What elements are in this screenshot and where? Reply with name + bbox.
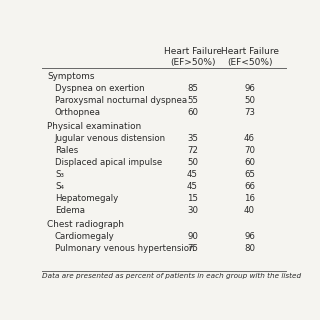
Text: 96: 96: [244, 232, 255, 241]
Text: 90: 90: [187, 232, 198, 241]
Text: S₃: S₃: [55, 170, 64, 179]
Text: 65: 65: [244, 170, 255, 179]
Text: 73: 73: [244, 108, 255, 117]
Text: Pulmonary venous hypertension: Pulmonary venous hypertension: [55, 244, 194, 253]
Text: 60: 60: [244, 158, 255, 167]
Text: 50: 50: [244, 96, 255, 105]
Text: 96: 96: [244, 84, 255, 93]
Text: 15: 15: [187, 194, 198, 203]
Text: Data are presented as percent of patients in each group with the listed: Data are presented as percent of patient…: [43, 273, 302, 279]
Text: Rales: Rales: [55, 146, 78, 155]
Text: 66: 66: [244, 182, 255, 191]
Text: 30: 30: [187, 206, 198, 215]
Text: Edema: Edema: [55, 206, 85, 215]
Text: 45: 45: [187, 170, 198, 179]
Text: 70: 70: [244, 146, 255, 155]
Text: 80: 80: [244, 244, 255, 253]
Text: Symptoms: Symptoms: [47, 72, 95, 81]
Text: Hepatomegaly: Hepatomegaly: [55, 194, 118, 203]
Text: 85: 85: [187, 84, 198, 93]
Text: Physical examination: Physical examination: [47, 122, 142, 131]
Text: 72: 72: [187, 146, 198, 155]
Text: Dyspnea on exertion: Dyspnea on exertion: [55, 84, 145, 93]
Text: 46: 46: [244, 134, 255, 143]
Text: 35: 35: [187, 134, 198, 143]
Text: 55: 55: [187, 96, 198, 105]
Text: 75: 75: [187, 244, 198, 253]
Text: 45: 45: [187, 182, 198, 191]
Text: Heart Failure
(EF>50%): Heart Failure (EF>50%): [164, 47, 221, 67]
Text: 16: 16: [244, 194, 255, 203]
Text: S₄: S₄: [55, 182, 64, 191]
Text: 50: 50: [187, 158, 198, 167]
Text: Displaced apical impulse: Displaced apical impulse: [55, 158, 162, 167]
Text: Orthopnea: Orthopnea: [55, 108, 101, 117]
Text: Chest radiograph: Chest radiograph: [47, 220, 124, 229]
Text: Cardiomegaly: Cardiomegaly: [55, 232, 115, 241]
Text: Paroxysmal nocturnal dyspnea: Paroxysmal nocturnal dyspnea: [55, 96, 187, 105]
Text: 60: 60: [187, 108, 198, 117]
Text: Jugular venous distension: Jugular venous distension: [55, 134, 166, 143]
Text: Heart Failure
(EF<50%): Heart Failure (EF<50%): [220, 47, 278, 67]
Text: 40: 40: [244, 206, 255, 215]
